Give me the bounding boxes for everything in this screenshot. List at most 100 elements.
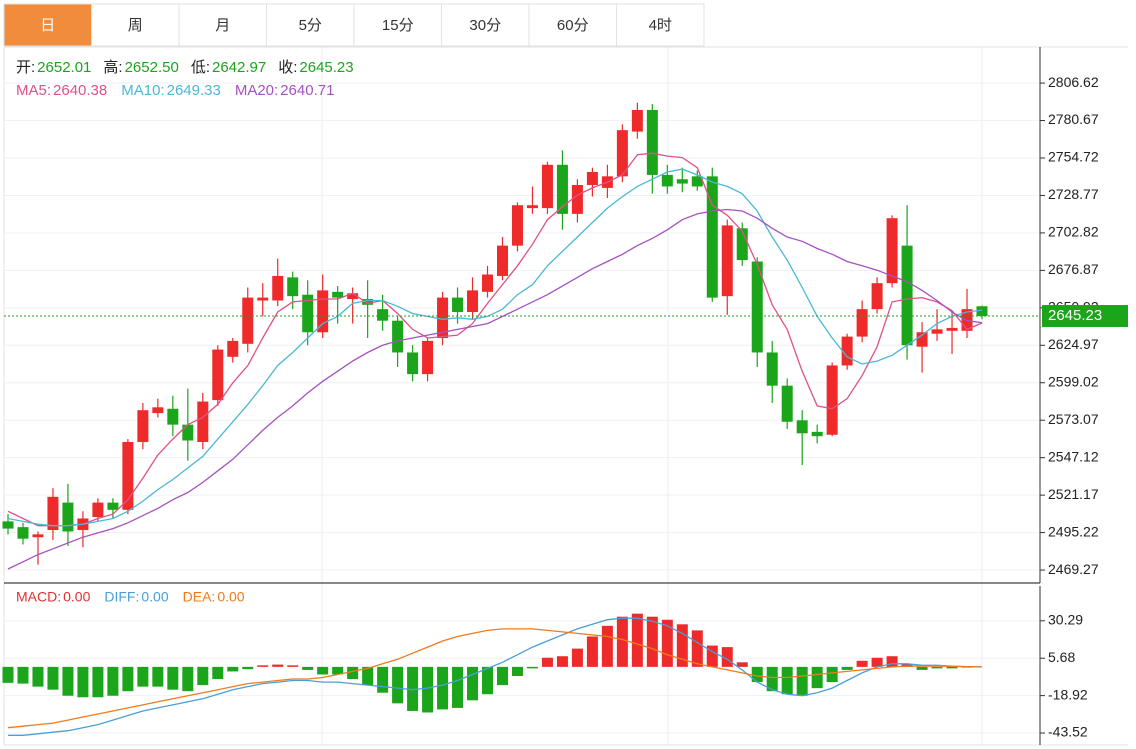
- legend-label: DEA:: [183, 589, 216, 605]
- y-tick-label: 2521.17: [1048, 486, 1099, 502]
- legend-value: 2640.38: [53, 82, 107, 99]
- candle-body: [901, 245, 913, 346]
- macd-bar: [137, 666, 149, 687]
- tab-label[interactable]: 30分: [469, 17, 501, 34]
- candle-body: [511, 205, 523, 246]
- candle-body: [122, 441, 134, 510]
- macd-bar: [467, 666, 479, 701]
- candle-body: [706, 176, 718, 298]
- macd-bar: [92, 666, 104, 698]
- candle-body: [302, 294, 314, 333]
- macd-bar: [526, 666, 538, 669]
- macd-bar: [706, 645, 718, 667]
- macd-bar: [601, 625, 613, 667]
- tab-label[interactable]: 5分: [299, 17, 322, 34]
- candle-body: [32, 534, 44, 538]
- ma-line: [7, 168, 983, 527]
- macd-bar: [751, 666, 763, 683]
- y-tick-label: 2469.27: [1048, 561, 1099, 577]
- last-price-label: 2645.23: [1048, 307, 1102, 324]
- macd-bar: [212, 666, 224, 680]
- macd-bar: [826, 666, 838, 683]
- macd-bar: [122, 666, 134, 692]
- legend-value: 2649.33: [167, 82, 221, 99]
- candle-body: [811, 431, 823, 437]
- tab-label[interactable]: 月: [215, 17, 230, 34]
- tab[interactable]: [353, 3, 442, 47]
- macd-bar: [721, 647, 733, 667]
- tab-label[interactable]: 60分: [557, 17, 589, 34]
- candle-body: [736, 228, 748, 261]
- last-price-tag: [1042, 305, 1128, 328]
- legend-label: 高:: [103, 59, 122, 76]
- macd-bar: [167, 666, 179, 690]
- legend-label: MA20:: [235, 82, 278, 99]
- macd-bar: [197, 666, 209, 686]
- legend-value: 2652.01: [37, 59, 91, 76]
- candle-body: [691, 176, 703, 187]
- candle-body: [227, 340, 239, 357]
- macd-bar: [302, 666, 314, 670]
- candle-body: [287, 277, 299, 297]
- candle-body: [392, 320, 404, 353]
- tab[interactable]: [441, 3, 530, 47]
- legend-value: 0.00: [141, 589, 168, 605]
- macd-bar: [556, 656, 568, 667]
- y-tick-label: 2806.62: [1048, 74, 1099, 90]
- candle-body: [62, 502, 74, 532]
- tab-label[interactable]: 周: [128, 17, 143, 34]
- legend-label: 低:: [191, 59, 210, 76]
- tab[interactable]: [528, 3, 617, 47]
- legend-value: 2640.71: [280, 82, 334, 99]
- candle-body: [272, 275, 284, 301]
- candle-body: [107, 502, 119, 510]
- macd-bar: [736, 662, 748, 667]
- legend-label: MA10:: [121, 82, 164, 99]
- macd-bar: [347, 666, 359, 680]
- y-tick-label: 5.68: [1048, 649, 1075, 665]
- candle-body: [257, 297, 269, 301]
- macd-bar: [916, 666, 928, 670]
- macd-bar: [437, 666, 449, 710]
- macd-bar: [482, 666, 494, 695]
- macd-bar: [841, 666, 853, 670]
- candle-body: [661, 174, 673, 187]
- macd-bar: [691, 630, 703, 667]
- tab-label[interactable]: 4时: [649, 17, 672, 34]
- y-tick-label: 2599.02: [1048, 373, 1099, 389]
- tab[interactable]: [3, 3, 92, 47]
- macd-line: [8, 617, 983, 736]
- macd-bar: [377, 666, 389, 693]
- macd-bar: [811, 666, 823, 689]
- macd-bar: [257, 665, 269, 667]
- candle-body: [167, 408, 179, 425]
- macd-bar: [452, 666, 464, 708]
- macd-bar: [946, 666, 958, 669]
- y-tick-label: 30.29: [1048, 612, 1083, 628]
- macd-bar: [856, 660, 868, 667]
- tab-label[interactable]: 日: [40, 17, 55, 34]
- y-tick-label: 2728.77: [1048, 186, 1099, 202]
- tab[interactable]: [616, 3, 705, 47]
- macd-bar: [886, 656, 898, 667]
- candle-body: [452, 297, 464, 313]
- macd-bar: [242, 666, 254, 670]
- macd-bar: [362, 666, 374, 686]
- candle-body: [646, 109, 658, 175]
- candle-body: [137, 410, 149, 442]
- candle-body: [347, 293, 359, 300]
- tab[interactable]: [266, 3, 355, 47]
- legend-label: MACD:: [16, 589, 61, 605]
- candle-body: [17, 527, 29, 539]
- candle-body: [751, 261, 763, 353]
- tab-label[interactable]: 15分: [382, 17, 414, 34]
- candle-body: [437, 297, 449, 339]
- candle-body: [92, 502, 104, 518]
- candle-body: [766, 352, 778, 386]
- candle-body: [422, 340, 434, 375]
- macd-bar: [317, 666, 329, 675]
- candle-body: [586, 172, 598, 186]
- candle-body: [2, 521, 14, 529]
- candle-body: [841, 336, 853, 366]
